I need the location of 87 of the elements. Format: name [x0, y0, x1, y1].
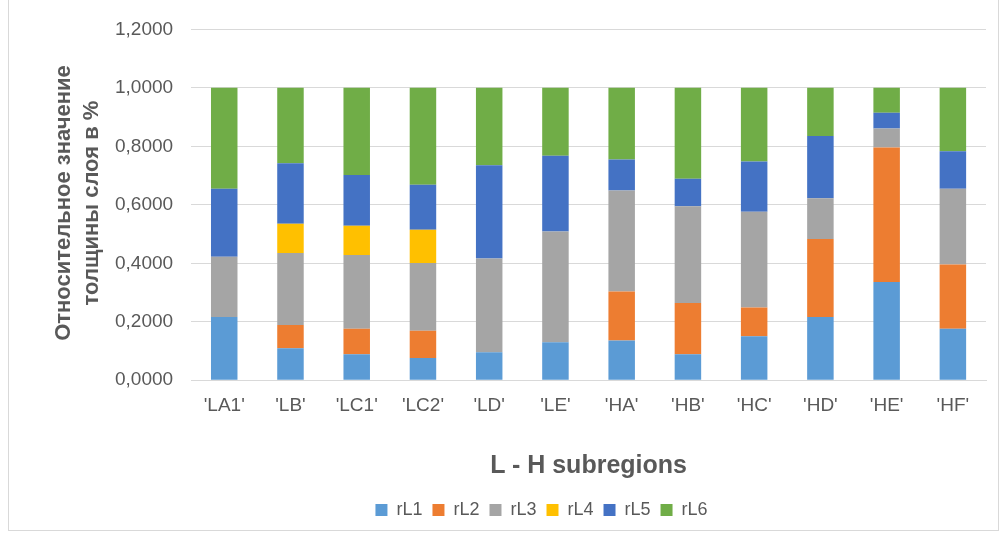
bar — [674, 206, 702, 304]
x-tick-label: 'HE' — [869, 393, 904, 415]
bar — [409, 262, 437, 331]
bar — [608, 291, 635, 341]
bar — [409, 184, 437, 230]
x-tick-label: 'HC' — [736, 393, 772, 415]
bar — [807, 136, 834, 199]
bar — [409, 357, 437, 380]
x-tick-label: 'LC1' — [335, 393, 378, 415]
bar — [542, 231, 569, 343]
bar — [873, 281, 900, 380]
bar — [475, 87, 503, 166]
legend-label: rL4 — [567, 498, 594, 519]
legend-label: rL3 — [510, 498, 537, 519]
bar — [210, 87, 238, 189]
bar — [674, 178, 702, 207]
bar — [475, 352, 503, 380]
x-axis-title: L - H subregions — [490, 449, 687, 478]
bar — [475, 258, 503, 353]
bar — [873, 128, 900, 148]
bar — [277, 324, 304, 349]
bar — [674, 354, 702, 380]
y-tick-label: 1,2000 — [114, 17, 174, 39]
bar — [608, 340, 635, 380]
bar — [740, 307, 768, 337]
x-tick-label: 'HD' — [803, 393, 838, 415]
bar — [608, 87, 635, 160]
bar — [542, 155, 569, 232]
bar — [409, 87, 437, 185]
x-tick-label: 'LA1' — [203, 393, 245, 415]
bar — [343, 225, 370, 256]
bar — [277, 87, 304, 164]
x-tick-label: 'LD' — [473, 393, 505, 415]
legend-label: rL6 — [681, 498, 708, 519]
bar — [277, 223, 304, 254]
y-tick-label: 0,0000 — [114, 368, 174, 390]
bar — [740, 211, 768, 308]
bar — [277, 253, 304, 325]
bar — [873, 147, 900, 282]
bar — [343, 255, 370, 329]
y-axis-title: Относительное значение толщины слоя в % — [49, 64, 104, 343]
bar — [740, 87, 768, 162]
bar — [873, 87, 900, 113]
y-tick-label: 0,8000 — [114, 134, 174, 156]
bar — [475, 165, 503, 259]
legend-label: rL1 — [396, 498, 423, 519]
bar — [343, 354, 370, 380]
bar — [343, 174, 370, 226]
bar — [210, 317, 238, 380]
bar — [277, 348, 304, 380]
bar — [409, 229, 437, 263]
bar — [343, 87, 370, 175]
bar — [807, 239, 834, 318]
bar — [542, 87, 569, 156]
bar — [608, 159, 635, 191]
bar — [740, 336, 768, 380]
bar — [740, 161, 768, 212]
x-tick-label: 'LB' — [275, 393, 306, 415]
y-tick-label: 1,0000 — [114, 76, 174, 98]
legend-label: rL5 — [624, 498, 651, 519]
bar — [939, 151, 967, 189]
y-tick-label: 0,2000 — [114, 309, 174, 331]
bar — [939, 328, 967, 380]
bar — [873, 112, 900, 129]
bar — [409, 330, 437, 358]
x-tick-label: 'HA' — [604, 393, 639, 415]
bar — [807, 317, 834, 380]
x-tick-label: 'HF' — [936, 393, 970, 415]
bar — [210, 256, 238, 318]
x-tick-label: 'HB' — [671, 393, 705, 415]
bar — [343, 328, 370, 355]
bar — [939, 87, 967, 152]
x-tick-label: 'LE' — [540, 393, 571, 415]
bar — [277, 163, 304, 224]
y-tick-label: 0,6000 — [114, 193, 174, 215]
y-tick-label: 0,4000 — [114, 251, 174, 273]
bar — [210, 188, 238, 257]
bar — [807, 87, 834, 137]
bar — [674, 87, 702, 179]
bar — [939, 188, 967, 265]
bar — [542, 342, 569, 380]
bar — [674, 303, 702, 355]
bar — [608, 190, 635, 292]
legend-label: rL2 — [453, 498, 480, 519]
bar — [807, 198, 834, 239]
x-tick-label: 'LC2' — [401, 393, 445, 415]
bar — [939, 264, 967, 329]
